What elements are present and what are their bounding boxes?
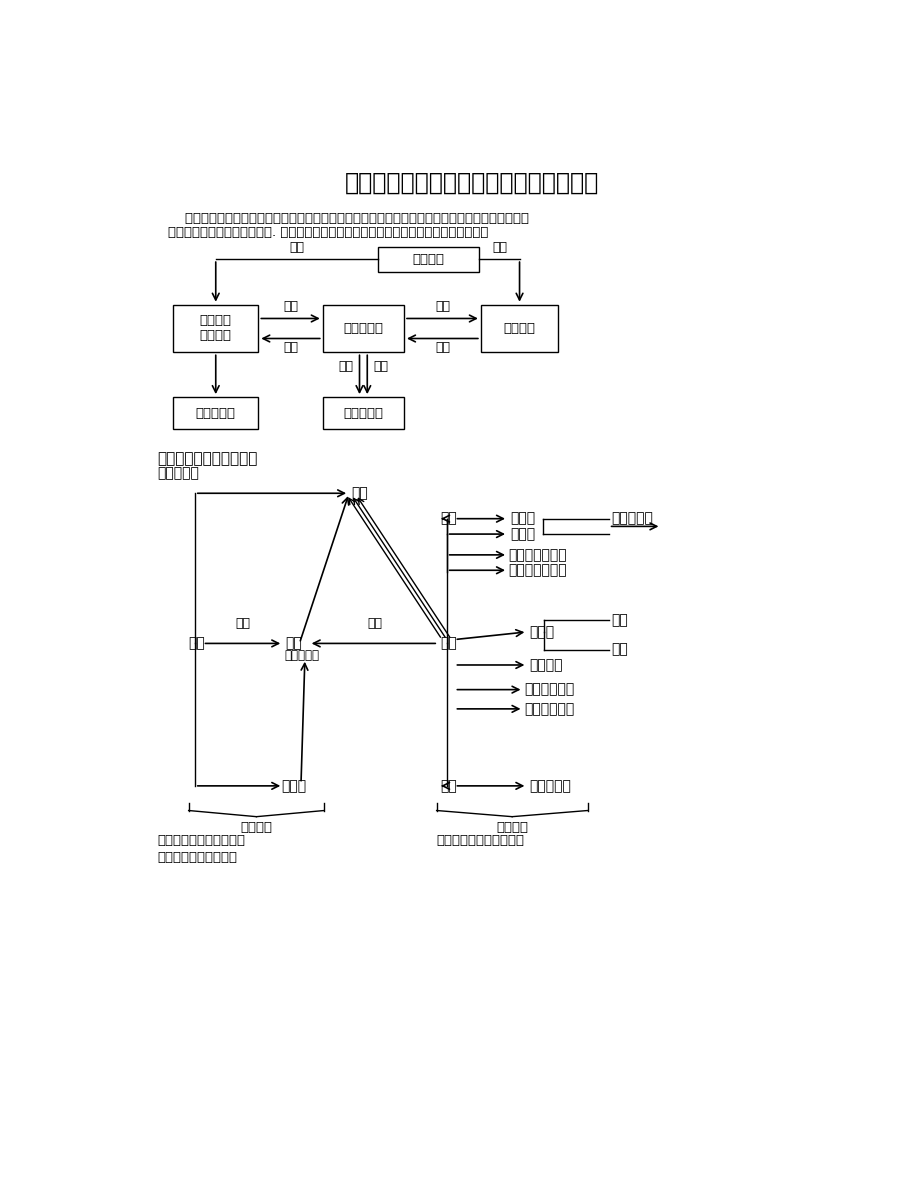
Text: 原子: 原子	[440, 636, 457, 650]
Text: 单质: 单质	[351, 486, 368, 500]
Text: 构成: 构成	[367, 617, 381, 630]
Text: （纯净物）: （纯净物）	[284, 649, 319, 662]
Text: 物质的用途: 物质的用途	[343, 406, 383, 419]
Bar	[323, 397, 403, 430]
Text: 共价化合物: 共价化合物	[529, 779, 571, 793]
Text: 化学用语: 化学用语	[413, 252, 445, 266]
Text: 表示: 表示	[492, 241, 506, 254]
Text: 依据: 依据	[372, 360, 388, 373]
Text: 宏观组成: 宏观组成	[240, 822, 272, 834]
Text: 物质: 物质	[285, 636, 302, 650]
Text: （既有种类，又有个数）: （既有种类，又有个数）	[437, 834, 524, 847]
Text: 阳离子: 阳离子	[510, 528, 535, 541]
Text: 离子: 离子	[440, 512, 457, 525]
Bar	[481, 305, 558, 353]
Text: 知识结构：: 知识结构：	[157, 467, 199, 480]
Text: 物质的性质: 物质的性质	[343, 322, 383, 335]
Text: 化合物: 化合物	[281, 779, 306, 793]
Text: 决定: 决定	[283, 300, 298, 313]
Text: 相对分子质量: 相对分子质量	[524, 701, 573, 716]
Text: 粒子和粒子构成的物质: 粒子和粒子构成的物质	[157, 850, 237, 863]
Text: 分子: 分子	[440, 779, 457, 793]
Text: 表现: 表现	[435, 341, 449, 354]
Bar	[173, 305, 258, 353]
Text: 离子化合物: 离子化合物	[610, 512, 652, 525]
Text: 决定: 决定	[338, 360, 354, 373]
Text: 元素: 元素	[188, 636, 205, 650]
Text: 相对原子质量: 相对原子质量	[524, 682, 573, 697]
Bar	[323, 305, 403, 353]
Text: 离子结构示意图: 离子结构示意图	[508, 548, 567, 562]
Text: 《初中化学基本概念和原理复习》讲学案: 《初中化学基本概念和原理复习》讲学案	[344, 172, 598, 195]
Text: 组成: 组成	[235, 617, 250, 630]
Text: 表现: 表现	[283, 341, 298, 354]
Text: 物质变化: 物质变化	[503, 322, 535, 335]
Text: 原子结构示意图: 原子结构示意图	[508, 563, 567, 578]
Text: 一、物质的组成和结构：: 一、物质的组成和结构：	[157, 451, 257, 466]
Text: 阴离子: 阴离子	[510, 512, 535, 525]
Text: 中子: 中子	[610, 643, 627, 656]
Bar	[173, 397, 258, 430]
Text: 物质的组
成和结构: 物质的组 成和结构	[199, 314, 232, 343]
Text: 微观构成: 微观构成	[495, 822, 528, 834]
Text: 质子: 质子	[610, 613, 627, 628]
Text: 核外电子: 核外电子	[529, 657, 562, 672]
Text: 基本概念和原理，是对大量化学现象归纳出的规律，因为此们要很好地理解它的内涵和外延，从而: 基本概念和原理，是对大量化学现象归纳出的规律，因为此们要很好地理解它的内涵和外延…	[167, 212, 528, 225]
Text: 决定: 决定	[435, 300, 449, 313]
Bar	[378, 247, 479, 272]
Text: 物质的分类: 物质的分类	[196, 406, 235, 419]
Text: （只有种类，不论个数）: （只有种类，不论个数）	[157, 834, 245, 847]
Text: 准确地应用它去分析化学现象. 初中化学基本概念和原理的基本内容和相互关系如下所示：: 准确地应用它去分析化学现象. 初中化学基本概念和原理的基本内容和相互关系如下所示…	[167, 226, 488, 239]
Text: 表示: 表示	[289, 241, 304, 254]
Text: 原子核: 原子核	[529, 625, 554, 638]
